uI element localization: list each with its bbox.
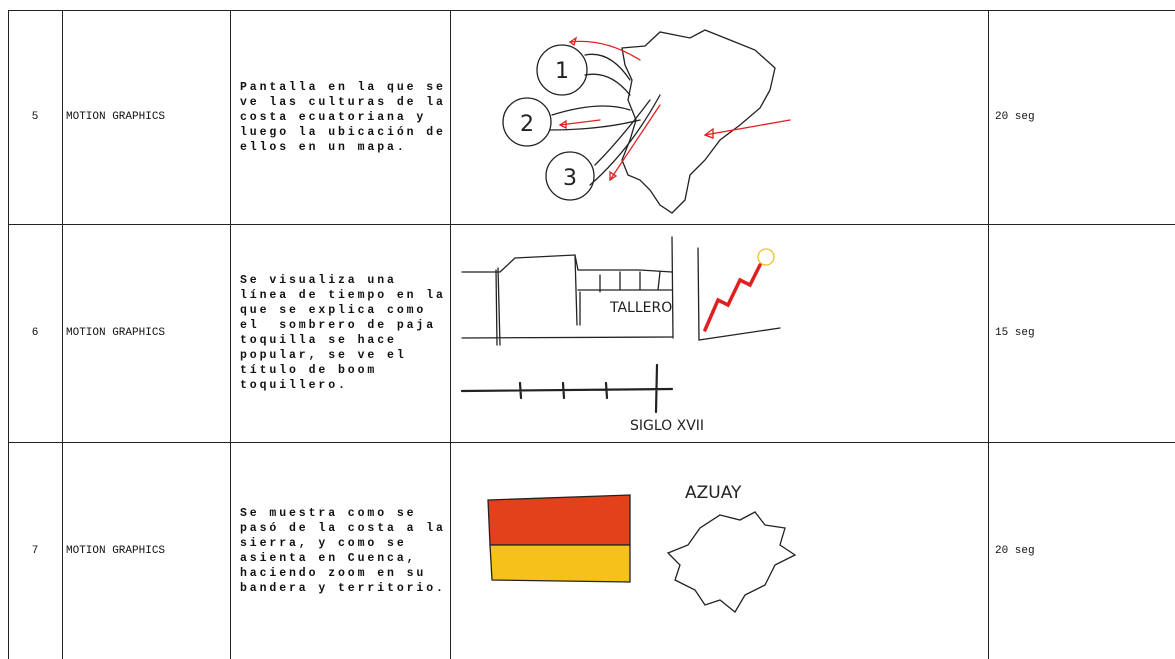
col-border — [230, 10, 231, 659]
description-line: que se explica como — [240, 304, 427, 317]
description-line: pasó de la costa a la — [240, 521, 446, 535]
duration: 15 seg — [995, 327, 1035, 339]
duration-cell: 20 seg — [995, 442, 1165, 659]
scene-number: 5 — [31, 111, 39, 123]
duration-cell: 15 seg — [995, 224, 1165, 442]
sketch-label: 2 — [520, 112, 534, 137]
number-cell: 7 — [8, 442, 62, 659]
col-border — [62, 10, 63, 659]
type-cell: MOTION GRAPHICS — [66, 224, 230, 442]
scene-number: 6 — [31, 327, 39, 339]
col-border — [988, 10, 989, 659]
description-line: asienta en Cuenca, — [240, 551, 417, 565]
sketch-label: TALLERO — [609, 300, 672, 316]
scene-number: 7 — [31, 544, 39, 557]
scene-type: MOTION GRAPHICS — [66, 544, 166, 557]
description-line: popular, se ve el — [240, 349, 407, 362]
description-line: ve las culturas de la — [240, 95, 446, 109]
description-line: haciendo zoom en su — [240, 566, 427, 580]
scene-type: MOTION GRAPHICS — [66, 327, 166, 339]
description-line: título de boom — [240, 364, 378, 377]
description-line: luego la ubicación de — [240, 125, 446, 139]
duration: 20 seg — [995, 111, 1035, 123]
duration: 20 seg — [995, 544, 1035, 557]
description-cell: Se visualiza una línea de tiempo en la que… — [240, 224, 450, 442]
description-line: el sombrero de paja — [240, 319, 437, 332]
row-border — [8, 10, 1175, 11]
type-cell: MOTION GRAPHICS — [66, 10, 230, 224]
description-line: toquilla se hace — [240, 334, 397, 347]
type-cell: MOTION GRAPHICS — [66, 442, 230, 659]
sketch-label: 1 — [555, 59, 569, 84]
description-line: sierra, y como se — [240, 536, 407, 550]
description-line: bandera y territorio. — [240, 581, 446, 595]
sketch-label: SIGLO XVII — [630, 418, 704, 434]
duration-cell: 20 seg — [995, 10, 1165, 224]
col-border — [8, 10, 9, 659]
scene-type: MOTION GRAPHICS — [66, 111, 166, 123]
description-line: Se visualiza una — [240, 274, 397, 287]
description-cell: Se muestra como se pasó de la costa a la s… — [240, 442, 450, 659]
row-border — [8, 224, 1175, 225]
description-cell: Pantalla en la que se ve las culturas de … — [240, 10, 450, 224]
description-line: Pantalla en la que se — [240, 80, 446, 94]
sketch-label: AZUAY — [685, 483, 742, 503]
description-line: Se muestra como se — [240, 506, 417, 520]
col-border — [450, 10, 451, 659]
description-line: toquillero. — [240, 379, 348, 392]
number-cell: 5 — [8, 10, 62, 224]
description-line: ellos en un mapa. — [240, 140, 407, 154]
sketch-label: 3 — [563, 166, 577, 191]
number-cell: 6 — [8, 224, 62, 442]
description-line: costa ecuatoriana y — [240, 110, 427, 124]
row-border — [8, 442, 1175, 443]
description-line: línea de tiempo en la — [240, 289, 446, 302]
